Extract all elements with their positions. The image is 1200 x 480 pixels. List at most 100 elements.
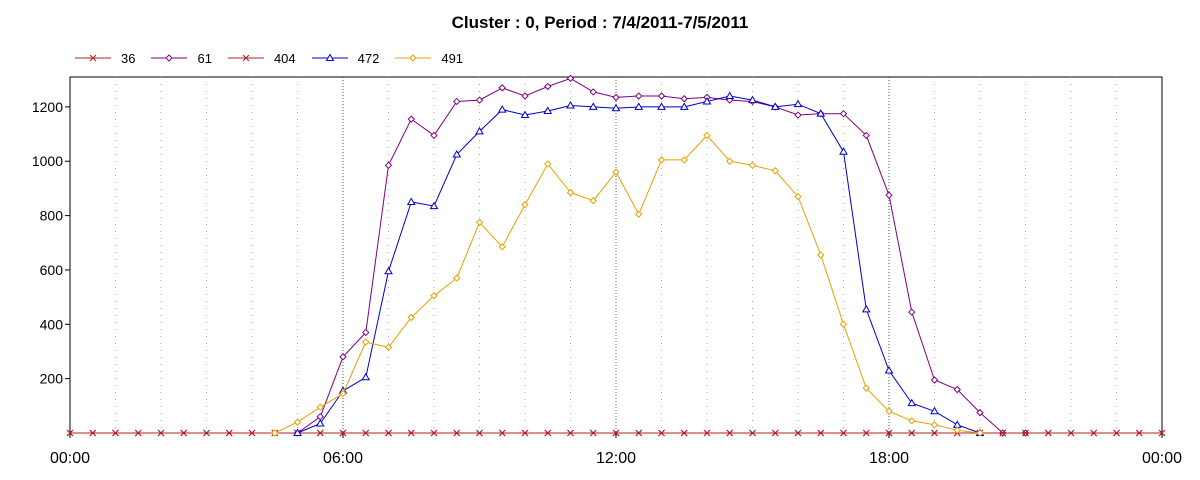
data-point <box>271 429 279 437</box>
data-point <box>680 95 688 103</box>
data-point <box>680 429 688 437</box>
y-tick-label: 1000 <box>32 153 63 169</box>
data-point <box>770 102 780 110</box>
data-point <box>567 429 574 437</box>
data-point <box>589 429 597 437</box>
data-point <box>339 353 347 361</box>
data-point <box>384 266 393 275</box>
legend-swatch <box>395 54 432 62</box>
data-point <box>316 403 324 411</box>
data-point <box>1022 429 1029 437</box>
series-line <box>297 95 981 434</box>
data-point <box>657 102 666 110</box>
data-point <box>726 429 734 437</box>
data-point <box>339 389 347 398</box>
series-491 <box>271 131 984 437</box>
data-point <box>498 429 506 437</box>
y-tick-label: 600 <box>40 262 64 278</box>
data-point <box>839 147 848 155</box>
data-point <box>862 131 870 140</box>
data-point <box>543 106 553 114</box>
data-point <box>362 328 370 337</box>
legend-swatch <box>151 54 188 62</box>
data-point <box>315 418 325 427</box>
data-point <box>635 429 643 437</box>
data-point <box>907 398 917 407</box>
data-point <box>430 292 438 300</box>
data-point <box>612 93 620 102</box>
data-point <box>611 103 621 112</box>
series-line <box>274 134 981 434</box>
data-point <box>112 429 119 437</box>
data-point <box>884 366 894 374</box>
data-point <box>861 304 871 313</box>
data-point <box>817 251 825 259</box>
data-point <box>930 376 939 384</box>
data-point <box>498 243 506 251</box>
legend-swatch <box>227 54 264 62</box>
data-point <box>1158 429 1166 437</box>
data-point <box>544 82 552 91</box>
data-point <box>520 110 530 119</box>
data-point <box>475 96 484 104</box>
data-point <box>930 406 939 415</box>
data-point <box>612 168 620 176</box>
data-point <box>407 115 415 123</box>
data-point <box>407 313 415 322</box>
legend-label: 404 <box>273 50 296 66</box>
data-point <box>362 338 370 346</box>
data-point <box>566 188 575 197</box>
data-point <box>612 429 620 437</box>
data-point <box>293 428 302 436</box>
data-point <box>384 343 393 352</box>
data-point <box>748 161 757 170</box>
data-point <box>589 88 597 96</box>
data-point <box>89 429 97 437</box>
x-tick-label: 12:00 <box>596 450 636 467</box>
data-point <box>497 105 507 113</box>
data-point <box>657 92 666 100</box>
data-point <box>452 149 462 158</box>
x-tick-label: 06:00 <box>323 450 363 467</box>
data-point <box>429 201 439 210</box>
data-point <box>702 96 712 105</box>
data-point <box>794 111 802 119</box>
data-point <box>362 429 370 437</box>
data-point <box>293 418 302 426</box>
data-point <box>361 372 371 381</box>
y-tick-label: 800 <box>40 208 64 224</box>
data-point <box>521 201 529 209</box>
data-point <box>816 109 826 117</box>
data-point <box>476 429 483 437</box>
data-point <box>908 429 916 437</box>
data-point <box>793 99 803 108</box>
data-point <box>248 429 256 437</box>
legend-item: 61 <box>151 51 212 66</box>
data-point <box>203 429 210 437</box>
data-point <box>453 274 461 282</box>
data-point <box>635 92 643 100</box>
data-point <box>589 196 597 205</box>
data-point <box>725 91 735 100</box>
series-line <box>297 77 1026 434</box>
chart-title: Cluster : 0, Period : 7/4/2011-7/5/2011 <box>451 13 749 32</box>
data-point <box>817 429 825 437</box>
series-61 <box>293 74 1030 437</box>
data-point <box>771 429 779 437</box>
data-point <box>339 429 347 437</box>
data-point <box>521 92 529 100</box>
legend-label: 472 <box>357 50 380 66</box>
data-point <box>385 429 392 437</box>
data-point <box>976 429 984 437</box>
data-point <box>726 157 734 165</box>
data-point <box>225 429 233 437</box>
data-point <box>475 218 484 227</box>
data-point <box>430 429 438 437</box>
data-point <box>544 160 552 168</box>
data-point <box>453 97 461 106</box>
data-point <box>839 320 848 329</box>
data-point <box>566 74 575 83</box>
y-tick-label: 400 <box>40 316 64 332</box>
data-point <box>407 429 415 437</box>
data-point <box>1090 429 1098 437</box>
